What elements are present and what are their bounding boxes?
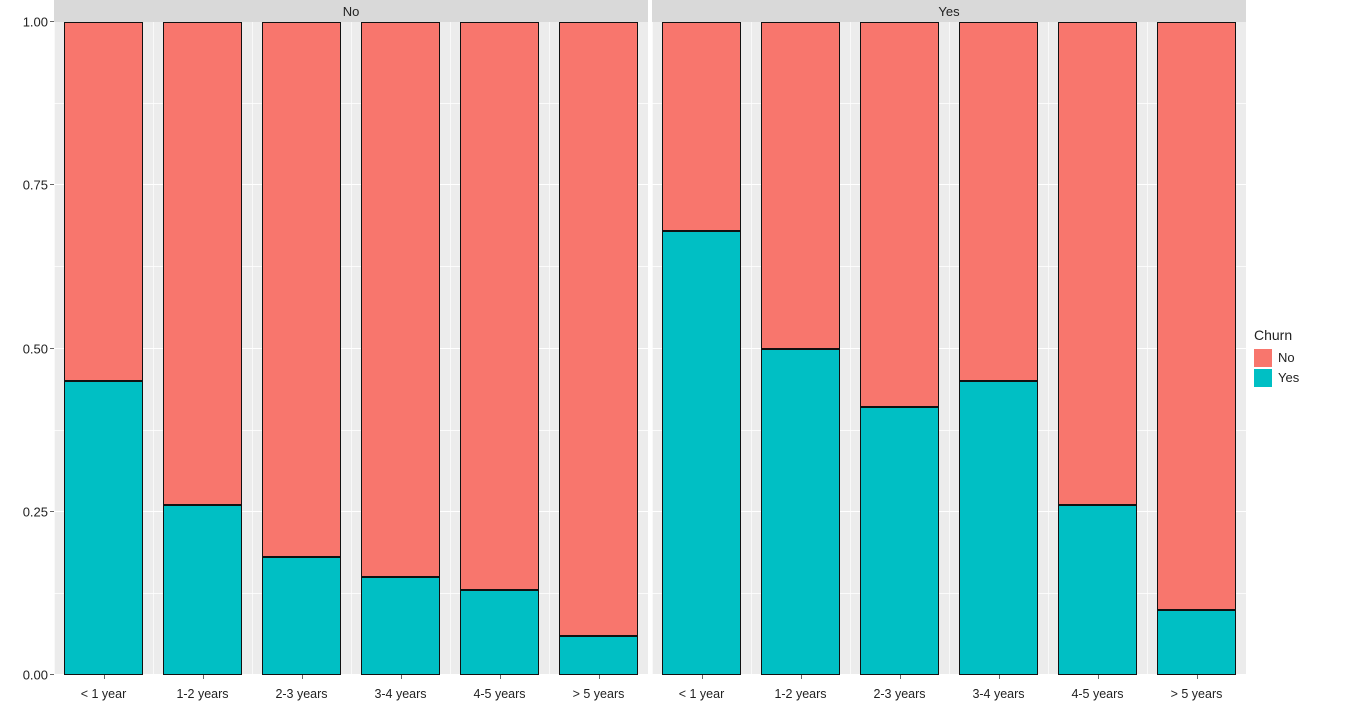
bar-segment-yes [163, 505, 242, 675]
bar-segment-yes [761, 349, 840, 676]
bar-segment-yes [662, 231, 741, 675]
stacked-bar [662, 22, 741, 675]
x-tick-label: 4-5 years [1055, 687, 1139, 701]
x-tick-label: > 5 years [1154, 687, 1238, 701]
stacked-bar [163, 22, 242, 675]
x-tick-label: 1-2 years [160, 687, 244, 701]
legend-title: Churn [1254, 327, 1299, 343]
facet-panel: No < 1 year 1-2 years 2-3 years 3-4 years 4-5… [54, 0, 648, 715]
stacked-bar [860, 22, 939, 675]
bar-segment-yes [460, 590, 539, 675]
bar-segment-no [1058, 22, 1137, 505]
stacked-bar [761, 22, 840, 675]
bar-segment-no [64, 22, 143, 381]
x-tick-label: 3-4 years [956, 687, 1040, 701]
facet-plot [652, 22, 1246, 675]
y-tick-label: 0.50 [23, 341, 48, 356]
bar-segment-no [860, 22, 939, 407]
x-tick-label: 1-2 years [758, 687, 842, 701]
stacked-bar [559, 22, 638, 675]
facets: No < 1 year 1-2 years 2-3 years 3-4 years 4-5… [54, 0, 1246, 715]
x-tick-label: < 1 year [61, 687, 145, 701]
bar-segment-yes [361, 577, 440, 675]
legend: Churn No Yes [1246, 0, 1366, 715]
x-tick-label: 4-5 years [457, 687, 541, 701]
bar-segment-yes [860, 407, 939, 675]
bar-segment-yes [559, 636, 638, 675]
y-tick-label: 0.25 [23, 504, 48, 519]
bar-segment-yes [959, 381, 1038, 675]
bar-segment-yes [1157, 610, 1236, 675]
stacked-bar [1157, 22, 1236, 675]
bar-segment-yes [1058, 505, 1137, 675]
facet-plot [54, 22, 648, 675]
bar-segment-no [163, 22, 242, 505]
facet-panel: Yes < 1 year 1-2 years 2-3 years 3-4 years 4-… [652, 0, 1246, 715]
stacked-bar [959, 22, 1038, 675]
bar-segment-yes [64, 381, 143, 675]
bar-segment-no [559, 22, 638, 636]
bar-segment-no [761, 22, 840, 349]
chart-root: 0.00 0.25 0.50 0.75 1.00 No < 1 year 1-2 years… [0, 0, 1366, 715]
x-tick-label: > 5 years [556, 687, 640, 701]
bar-segment-no [262, 22, 341, 557]
legend-swatch [1254, 369, 1272, 387]
bar-segment-no [662, 22, 741, 231]
stacked-bar [262, 22, 341, 675]
y-tick-label: 0.75 [23, 178, 48, 193]
legend-swatch [1254, 349, 1272, 367]
legend-item: No [1254, 349, 1299, 367]
stacked-bar [1058, 22, 1137, 675]
legend-label: No [1278, 350, 1295, 365]
bar-segment-yes [262, 557, 341, 675]
bar-segment-no [1157, 22, 1236, 610]
legend-label: Yes [1278, 370, 1299, 385]
x-tick-label: 2-3 years [857, 687, 941, 701]
bar-segment-no [460, 22, 539, 590]
stacked-bar [64, 22, 143, 675]
y-axis: 0.00 0.25 0.50 0.75 1.00 [0, 0, 54, 715]
stacked-bar [460, 22, 539, 675]
x-tick-label: 3-4 years [358, 687, 442, 701]
y-tick-label: 0.00 [23, 668, 48, 683]
bar-segment-no [959, 22, 1038, 381]
x-tick-label: 2-3 years [259, 687, 343, 701]
bar-segment-no [361, 22, 440, 577]
x-tick-label: < 1 year [659, 687, 743, 701]
facet-strip-label: No [54, 0, 648, 22]
legend-item: Yes [1254, 369, 1299, 387]
stacked-bar [361, 22, 440, 675]
facet-strip-label: Yes [652, 0, 1246, 22]
y-tick-label: 1.00 [23, 15, 48, 30]
